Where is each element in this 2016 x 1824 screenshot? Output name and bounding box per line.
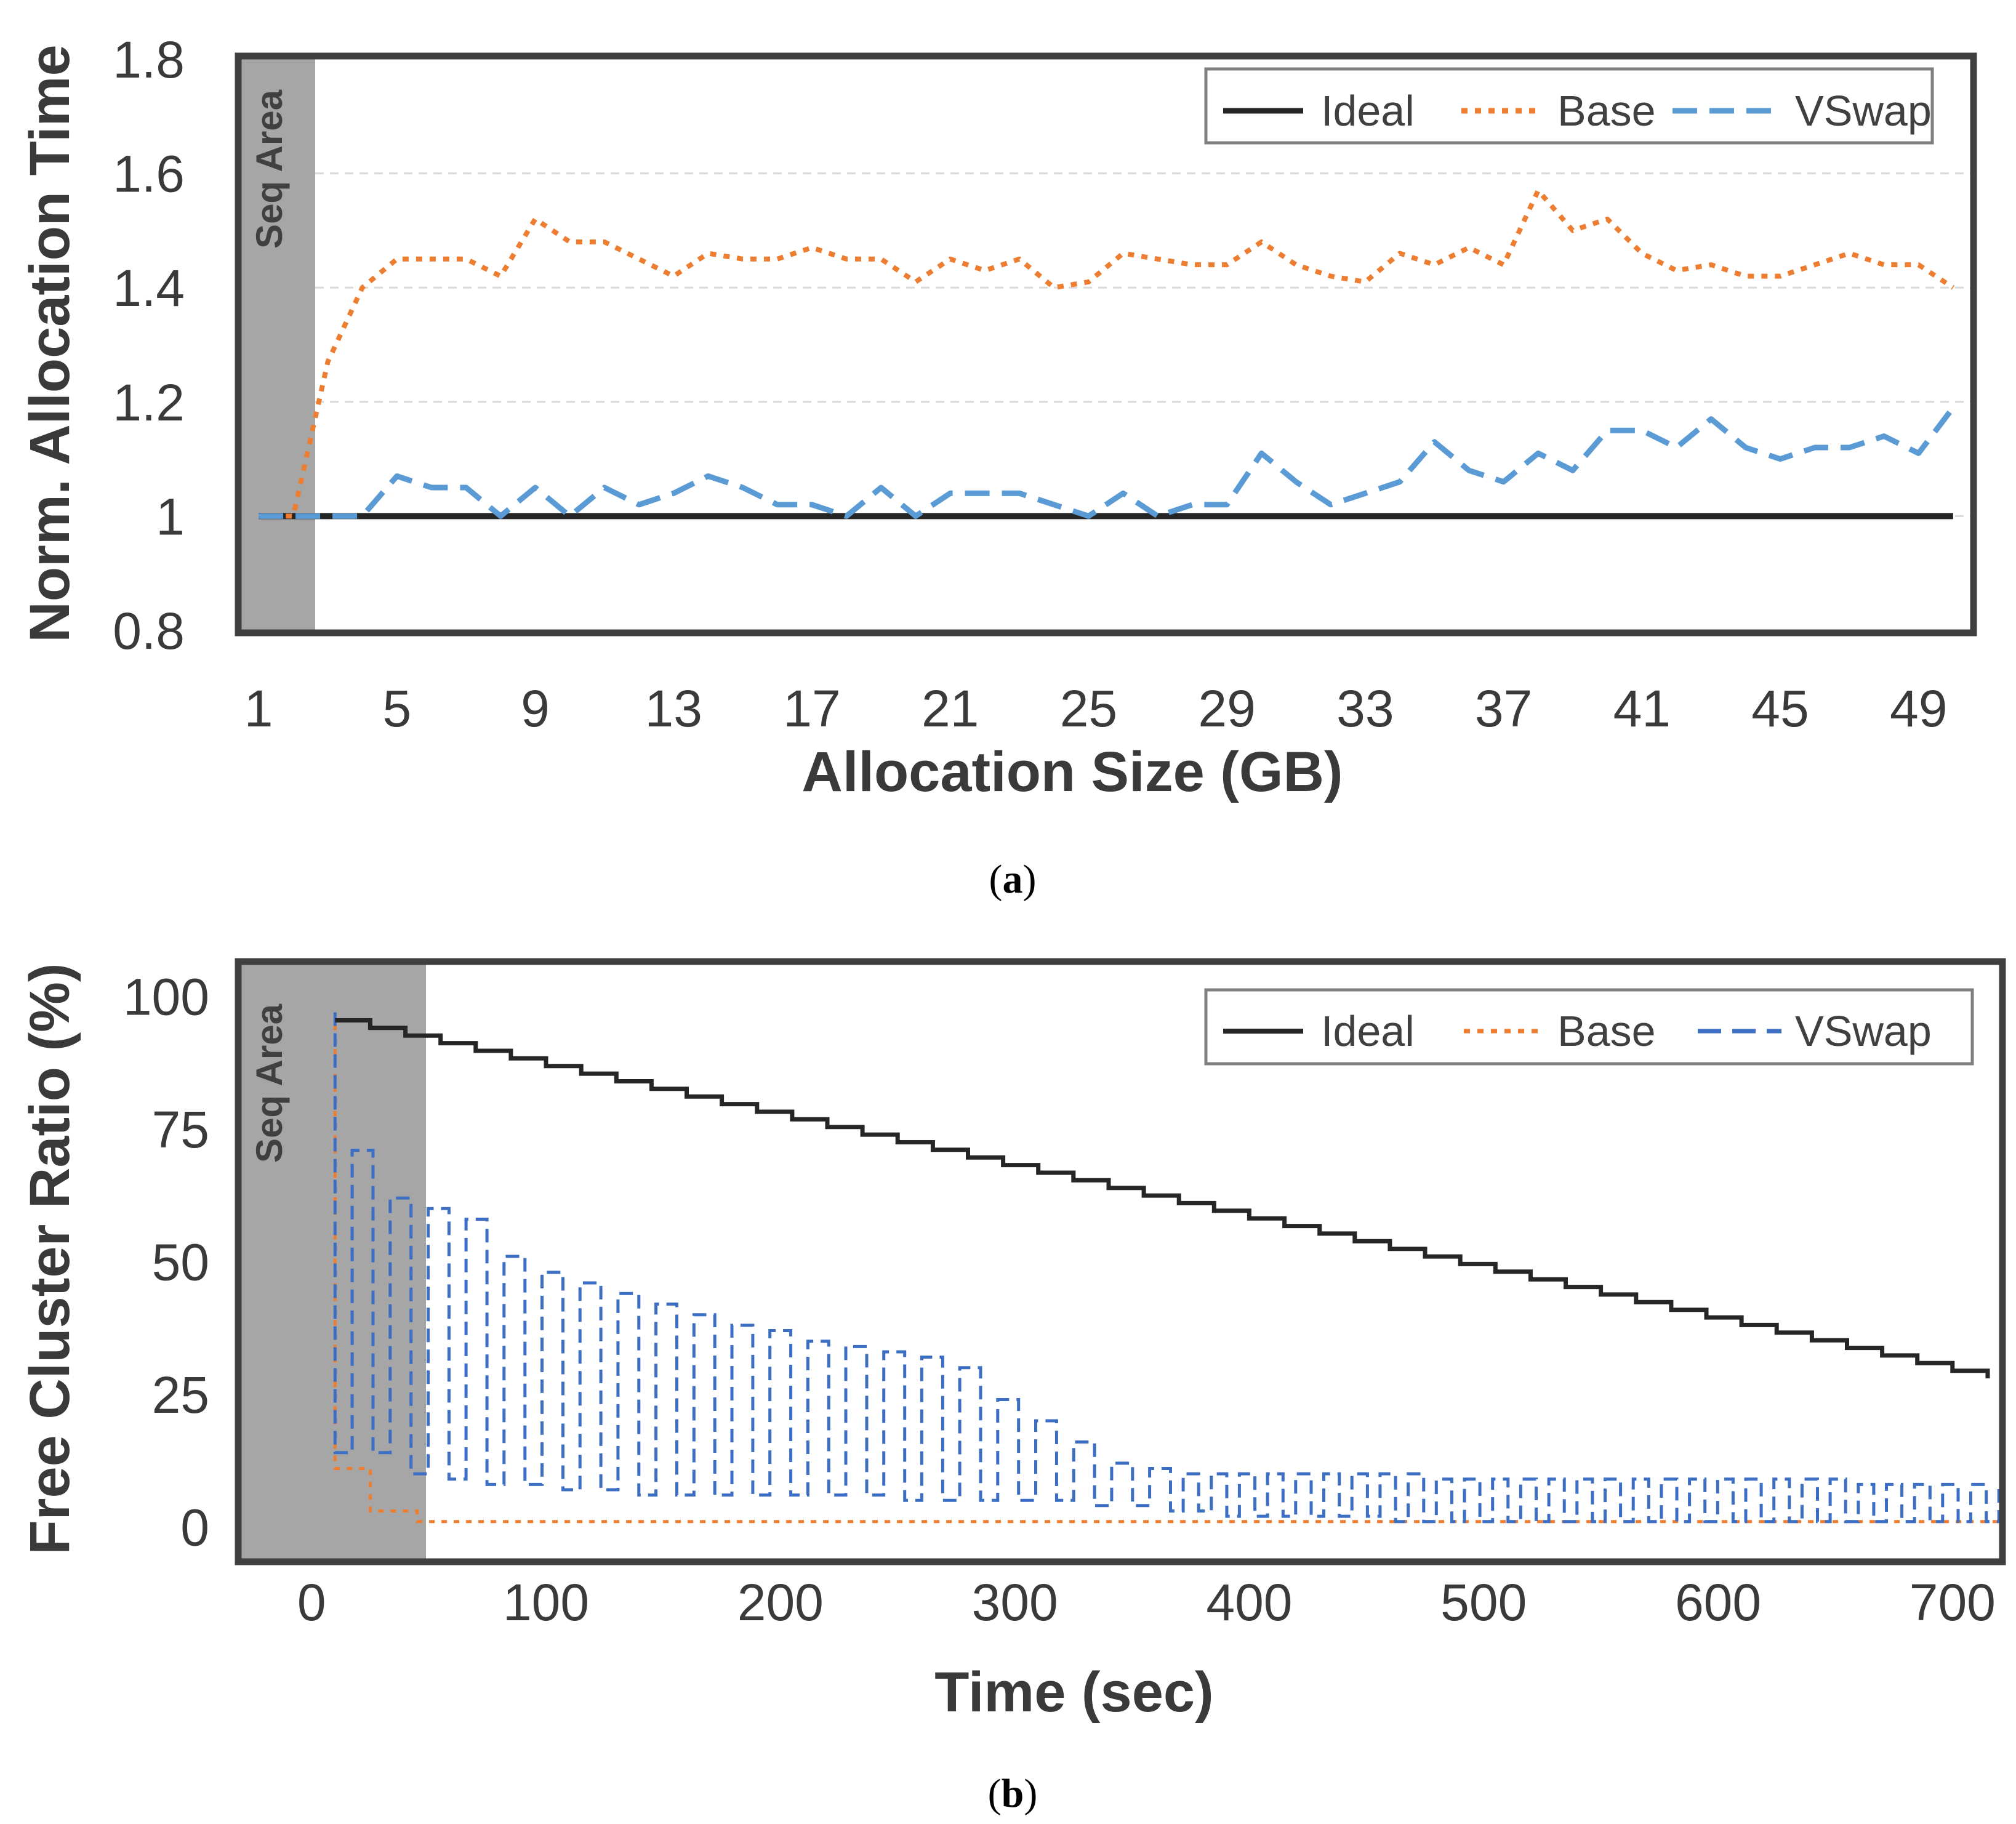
b-x-tick-label: 400	[1206, 1573, 1292, 1631]
a-series-vswap-line	[259, 406, 1956, 519]
a-caption: (a)	[989, 857, 1037, 902]
a-x-tick-label: 37	[1475, 680, 1532, 737]
a-y-axis-title: Norm. Allocation Time	[18, 44, 81, 642]
b-legend-ideal-label: Ideal	[1321, 1007, 1415, 1055]
a-y-tick-label: 0.8	[113, 602, 185, 660]
b-x-tick-label: 500	[1440, 1573, 1527, 1631]
b-x-tick-label: 700	[1910, 1573, 1996, 1631]
a-x-tick-label: 33	[1336, 680, 1394, 737]
a-x-tick-label: 13	[645, 680, 702, 737]
a-series	[259, 188, 1956, 520]
b-series-ideal-line	[335, 1018, 1990, 1379]
a-grid	[241, 172, 1970, 517]
a-y-tick-label: 1.4	[113, 259, 185, 317]
panel-a: Seq Area Ideal Base VSwap 0.8 1 1.2 1.4 1.6 1…	[18, 31, 1977, 902]
b-x-tick-label: 600	[1675, 1573, 1761, 1631]
b-legend: Ideal Base VSwap	[1204, 988, 1974, 1066]
a-legend-vswap-label: VSwap	[1795, 87, 1932, 135]
b-y-tick-labels: 0 25 50 75 100	[123, 968, 209, 1557]
b-x-tick-label: 100	[503, 1573, 589, 1631]
b-y-tick-label: 75	[152, 1101, 209, 1159]
a-x-tick-label: 45	[1751, 680, 1809, 737]
a-legend-base-label: Base	[1557, 87, 1656, 135]
a-legend-box	[1204, 67, 1934, 145]
a-x-tick-labels: 1 5 9 13 17 21 25 29 33 37 41 45 49	[244, 680, 1948, 737]
a-plot-frame	[235, 52, 1977, 637]
a-legend-ideal-label: Ideal	[1321, 87, 1415, 135]
a-x-tick-label: 41	[1613, 680, 1671, 737]
a-seq-area-label: Seq Area	[249, 89, 290, 249]
panel-b: Seq Area Ideal Base VSwap 0 25 50 75 100 0 10…	[18, 958, 2006, 1816]
a-legend: Ideal Base VSwap	[1204, 67, 1934, 145]
a-x-tick-label: 25	[1060, 680, 1117, 737]
a-x-tick-label: 21	[922, 680, 979, 737]
a-y-tick-label: 1.2	[113, 374, 185, 432]
a-y-tick-label: 1.8	[113, 31, 185, 89]
a-y-tick-label: 1	[156, 488, 185, 545]
b-x-axis-title: Time (sec)	[934, 1661, 1213, 1724]
a-y-tick-label: 1.6	[113, 145, 185, 203]
b-series-base-line	[333, 1012, 1999, 1524]
a-x-tick-label: 29	[1198, 680, 1255, 737]
b-y-axis-title: Free Cluster Ratio (%)	[18, 963, 81, 1554]
b-y-tick-label: 0	[180, 1498, 209, 1556]
b-legend-vswap-label: VSwap	[1795, 1007, 1932, 1055]
b-series	[333, 1012, 2001, 1524]
b-y-tick-label: 25	[152, 1366, 209, 1424]
b-x-tick-labels: 0 100 200 300 400 500 600 700	[297, 1573, 1996, 1631]
a-x-tick-label: 9	[521, 680, 550, 737]
a-x-tick-label: 1	[244, 680, 273, 737]
a-series-base-line	[259, 188, 1955, 519]
b-seq-area-label: Seq Area	[249, 1003, 290, 1163]
b-series-vswap-line	[333, 1012, 2001, 1524]
b-plot-frame	[235, 958, 2006, 1565]
b-y-tick-label: 100	[123, 968, 209, 1026]
a-x-tick-label: 17	[783, 680, 840, 737]
b-caption: (b)	[988, 1771, 1038, 1816]
a-x-tick-label: 49	[1890, 680, 1947, 737]
b-legend-box	[1204, 988, 1974, 1066]
a-x-axis-title: Allocation Size (GB)	[801, 741, 1343, 803]
a-seq-area	[241, 58, 315, 632]
a-y-tick-labels: 0.8 1 1.2 1.4 1.6 1.8	[113, 31, 185, 660]
b-x-tick-label: 200	[737, 1573, 824, 1631]
b-y-tick-label: 50	[152, 1234, 209, 1292]
b-x-tick-label: 0	[297, 1573, 326, 1631]
a-x-tick-label: 5	[382, 680, 411, 737]
b-legend-base-label: Base	[1557, 1007, 1656, 1055]
b-x-tick-label: 300	[972, 1573, 1058, 1631]
